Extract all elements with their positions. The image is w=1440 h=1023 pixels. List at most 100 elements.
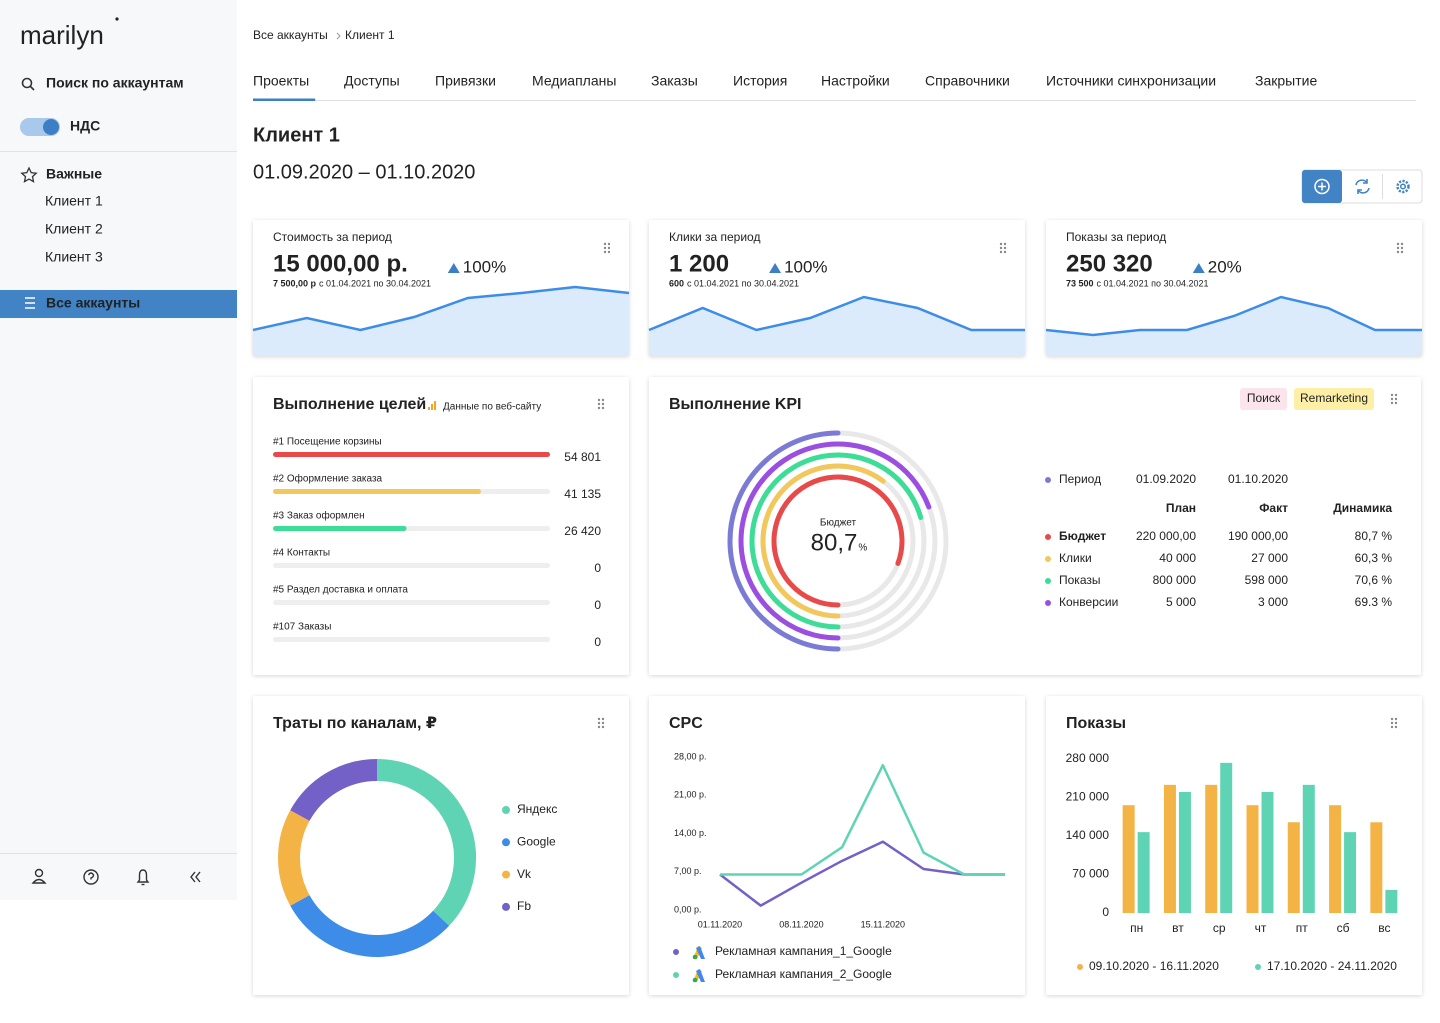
drag-handle[interactable] (1003, 250, 1007, 254)
breadcrumb[interactable]: Клиент 1 (345, 28, 395, 42)
drag-handle[interactable] (601, 398, 605, 402)
active-nav[interactable] (0, 290, 237, 318)
tag[interactable] (1294, 388, 1374, 410)
collapse-icon[interactable] (190, 871, 201, 883)
card-previous-range: с 01.04.2021 по 30.04.2021 (319, 278, 431, 288)
drag-handle[interactable] (603, 250, 607, 254)
bar (1163, 784, 1176, 913)
breadcrumb[interactable]: Все аккаунты (253, 28, 328, 42)
drag-handle[interactable] (999, 250, 1003, 254)
kpi-dynamics: 69.3 % (1355, 595, 1393, 609)
drag-handle[interactable] (1400, 242, 1404, 246)
kpi-name: Бюджет (1059, 529, 1106, 543)
drag-handle[interactable] (603, 246, 607, 250)
drag-handle[interactable] (1396, 250, 1400, 254)
card-previous-range: с 01.04.2021 по 30.04.2021 (687, 278, 799, 288)
drag-handle[interactable] (597, 398, 601, 402)
kpi-column: Динамика (1333, 501, 1392, 515)
card-label: Стоимость за период (273, 230, 392, 244)
kpi-name: Клики (1059, 551, 1092, 565)
tag[interactable] (1240, 388, 1287, 410)
drag-handle[interactable] (1394, 721, 1398, 725)
drag-handle[interactable] (597, 402, 601, 406)
drag-handle[interactable] (1394, 725, 1398, 729)
user-icon[interactable] (31, 868, 47, 884)
drag-handle[interactable] (999, 246, 1003, 250)
drag-handle[interactable] (1400, 250, 1404, 254)
tab[interactable]: Настройки (821, 73, 890, 89)
drag-handle[interactable] (1390, 721, 1394, 725)
drag-handle[interactable] (597, 725, 601, 729)
drag-handle[interactable] (1390, 725, 1394, 729)
legend-label: Vk (517, 867, 532, 881)
settings-button[interactable] (1383, 170, 1422, 203)
drag-handle[interactable] (607, 250, 611, 254)
drag-handle[interactable] (1390, 397, 1394, 401)
tag-label: Поиск (1247, 391, 1281, 405)
bar (1302, 784, 1315, 913)
drag-handle[interactable] (601, 721, 605, 725)
tab[interactable]: Справочники (925, 73, 1010, 89)
card-previous-range: с 01.04.2021 по 30.04.2021 (1097, 278, 1209, 288)
drag-handle[interactable] (1394, 717, 1398, 721)
goal-value: 26 420 (564, 524, 601, 538)
drag-handle[interactable] (607, 242, 611, 246)
drag-handle[interactable] (601, 725, 605, 729)
legend-dot (1045, 578, 1051, 584)
nav-item[interactable]: Клиент 2 (45, 221, 103, 237)
drag-handle[interactable] (1003, 242, 1007, 246)
bar (1178, 792, 1191, 913)
bell-icon[interactable] (136, 869, 150, 886)
widget-title: Траты по каналам, ₽ (273, 715, 437, 732)
kpi-period-end: 01.10.2020 (1228, 472, 1288, 486)
nav-item[interactable]: Все аккаунты (46, 295, 140, 311)
drag-handle[interactable] (597, 406, 601, 410)
drag-handle[interactable] (597, 721, 601, 725)
drag-handle[interactable] (1396, 246, 1400, 250)
legend-dot (1255, 964, 1261, 970)
drag-handle[interactable] (1390, 393, 1394, 397)
tab[interactable]: Заказы (651, 73, 698, 89)
favorites-title: Важные (46, 166, 102, 182)
drag-handle[interactable] (1390, 717, 1394, 721)
help-icon[interactable] (83, 869, 99, 885)
drag-handle[interactable] (601, 402, 605, 406)
drag-handle[interactable] (1396, 242, 1400, 246)
drag-handle[interactable] (601, 717, 605, 721)
drag-handle[interactable] (1390, 401, 1394, 405)
drag-handle[interactable] (597, 717, 601, 721)
tab[interactable]: Доступы (344, 73, 400, 89)
drag-handle[interactable] (1394, 401, 1398, 405)
legend-dot (1045, 477, 1051, 483)
tab[interactable]: Источники синхронизации (1046, 73, 1216, 89)
y-tick-label: 14,00 р. (674, 828, 707, 838)
goal-label: #4 Контакты (273, 548, 330, 559)
drag-handle[interactable] (1003, 246, 1007, 250)
toggle-knob (43, 119, 59, 135)
nav-item[interactable]: Клиент 1 (45, 193, 103, 209)
bar (1370, 822, 1383, 913)
drag-handle[interactable] (607, 246, 611, 250)
y-tick-label: 280 000 (1066, 751, 1110, 765)
search[interactable]: Поиск по аккаунтам (46, 75, 184, 91)
line-series (719, 840, 1005, 907)
trend-icon (447, 263, 460, 273)
drag-handle[interactable] (999, 242, 1003, 246)
card (649, 377, 1421, 675)
drag-handle[interactable] (1394, 393, 1398, 397)
drag-handle[interactable] (1400, 246, 1404, 250)
tab[interactable]: История (733, 73, 787, 89)
tab[interactable]: Закрытие (1255, 73, 1317, 89)
tab[interactable]: Медиапланы (532, 73, 616, 89)
kpi-dynamics: 60,3 % (1355, 551, 1393, 565)
note-icon (434, 401, 436, 410)
nav-item[interactable]: Клиент 3 (45, 249, 103, 265)
tab[interactable]: Привязки (435, 73, 496, 89)
tab-indicator (253, 98, 316, 101)
drag-handle[interactable] (603, 242, 607, 246)
drag-handle[interactable] (601, 406, 605, 410)
kpi-plan: 5 000 (1166, 595, 1196, 609)
tab[interactable]: Проекты (253, 73, 309, 89)
refresh-button[interactable] (1342, 170, 1382, 203)
drag-handle[interactable] (1394, 397, 1398, 401)
